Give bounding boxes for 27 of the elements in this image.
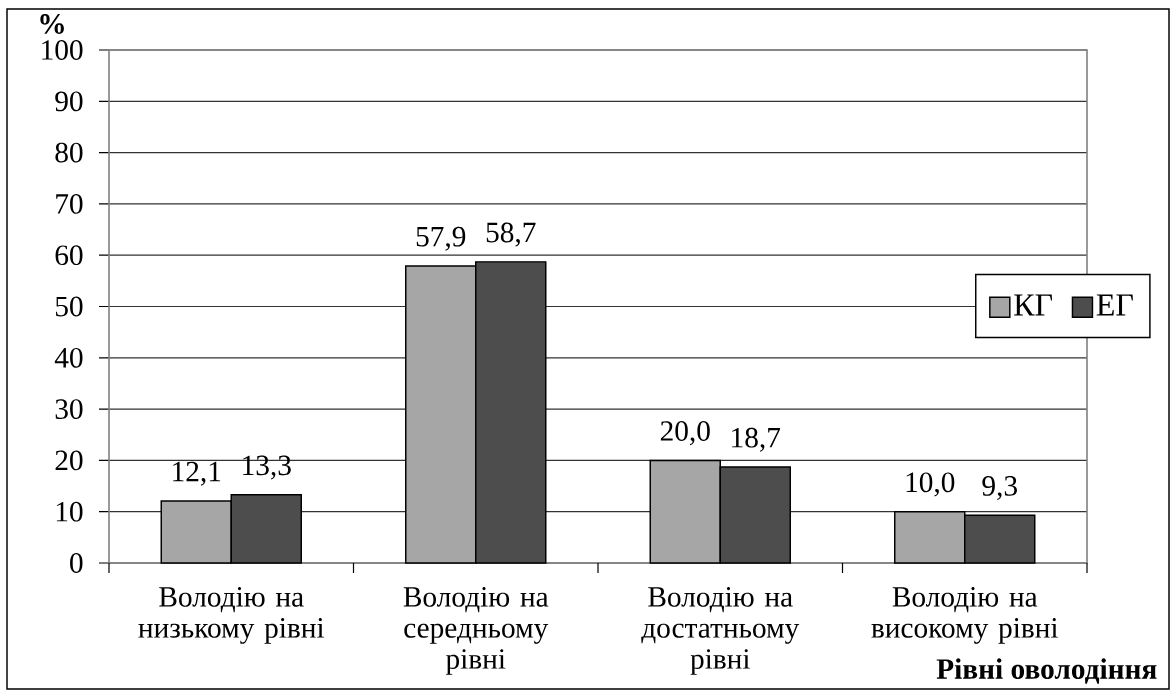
x-tick-label: Володію на низькому рівні <box>138 587 325 644</box>
data-label: 20,0 <box>660 421 710 446</box>
y-tick-label: 70 <box>56 194 83 214</box>
data-label: 57,9 <box>416 226 466 251</box>
y-axis-title: % <box>40 14 64 34</box>
data-label: 18,7 <box>732 427 781 452</box>
x-tick-label: Володію на середньому рівні <box>403 587 549 675</box>
y-tick-label: 0 <box>70 553 83 573</box>
data-label: 9,3 <box>982 476 1017 501</box>
x-tick-label: Володію на високому рівні <box>871 587 1058 644</box>
y-tick-label: 60 <box>55 245 83 266</box>
x-tick-label: Володію на достатньому рівні <box>641 587 800 675</box>
legend-label: КГ <box>1014 294 1053 316</box>
y-tick-label: 40 <box>54 347 83 368</box>
y-tick-label: 50 <box>56 296 83 317</box>
data-label: 58,7 <box>486 222 536 247</box>
y-tick-label: 100 <box>42 40 83 60</box>
y-tick-label: 30 <box>55 399 83 419</box>
x-axis-title: Рівні оволодіння <box>936 658 1157 684</box>
y-tick-label: 80 <box>55 142 83 163</box>
data-label: 12,1 <box>173 461 221 486</box>
y-tick-label: 90 <box>55 91 83 112</box>
data-label: 13,3 <box>243 455 291 480</box>
data-label: 10,0 <box>906 472 955 497</box>
y-tick-label: 10 <box>56 501 83 522</box>
legend-label: ЕГ <box>1096 294 1133 316</box>
y-tick-label: 20 <box>55 450 83 471</box>
